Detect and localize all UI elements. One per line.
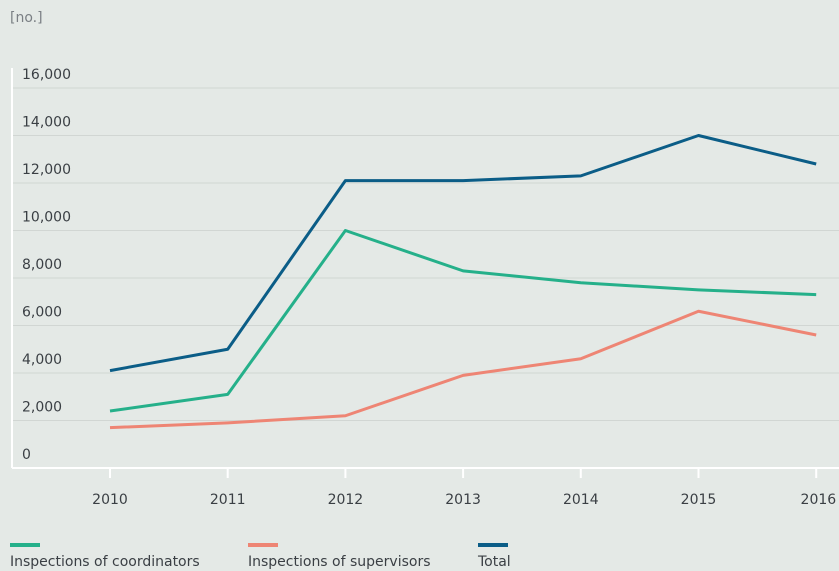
y-tick-label: 0 [22,447,31,463]
legend-label: Total [477,554,511,570]
y-tick-label: 8,000 [22,257,62,273]
y-tick-label: 6,000 [22,305,62,321]
unit-label: [no.] [10,10,43,26]
x-tick-label: 2016 [801,492,837,508]
y-tick-label: 12,000 [22,162,71,178]
legend-label: Inspections of supervisors [248,554,431,570]
x-tick-label: 2015 [681,492,717,508]
series-line [109,309,817,430]
x-tick-label: 2013 [445,492,481,508]
y-tick-label: 16,000 [22,67,71,83]
series-line [109,134,817,373]
x-tick-label: 2011 [210,492,246,508]
x-tick-label: 2010 [92,492,128,508]
legend-label: Inspections of coordinators [10,554,200,570]
y-tick-label: 4,000 [22,352,62,368]
x-tick-label: 2012 [328,492,364,508]
y-tick-label: 2,000 [22,400,62,416]
series-line [109,229,817,413]
x-tick-label: 2014 [563,492,599,508]
y-tick-label: 10,000 [22,210,71,226]
y-tick-label: 14,000 [22,115,71,131]
